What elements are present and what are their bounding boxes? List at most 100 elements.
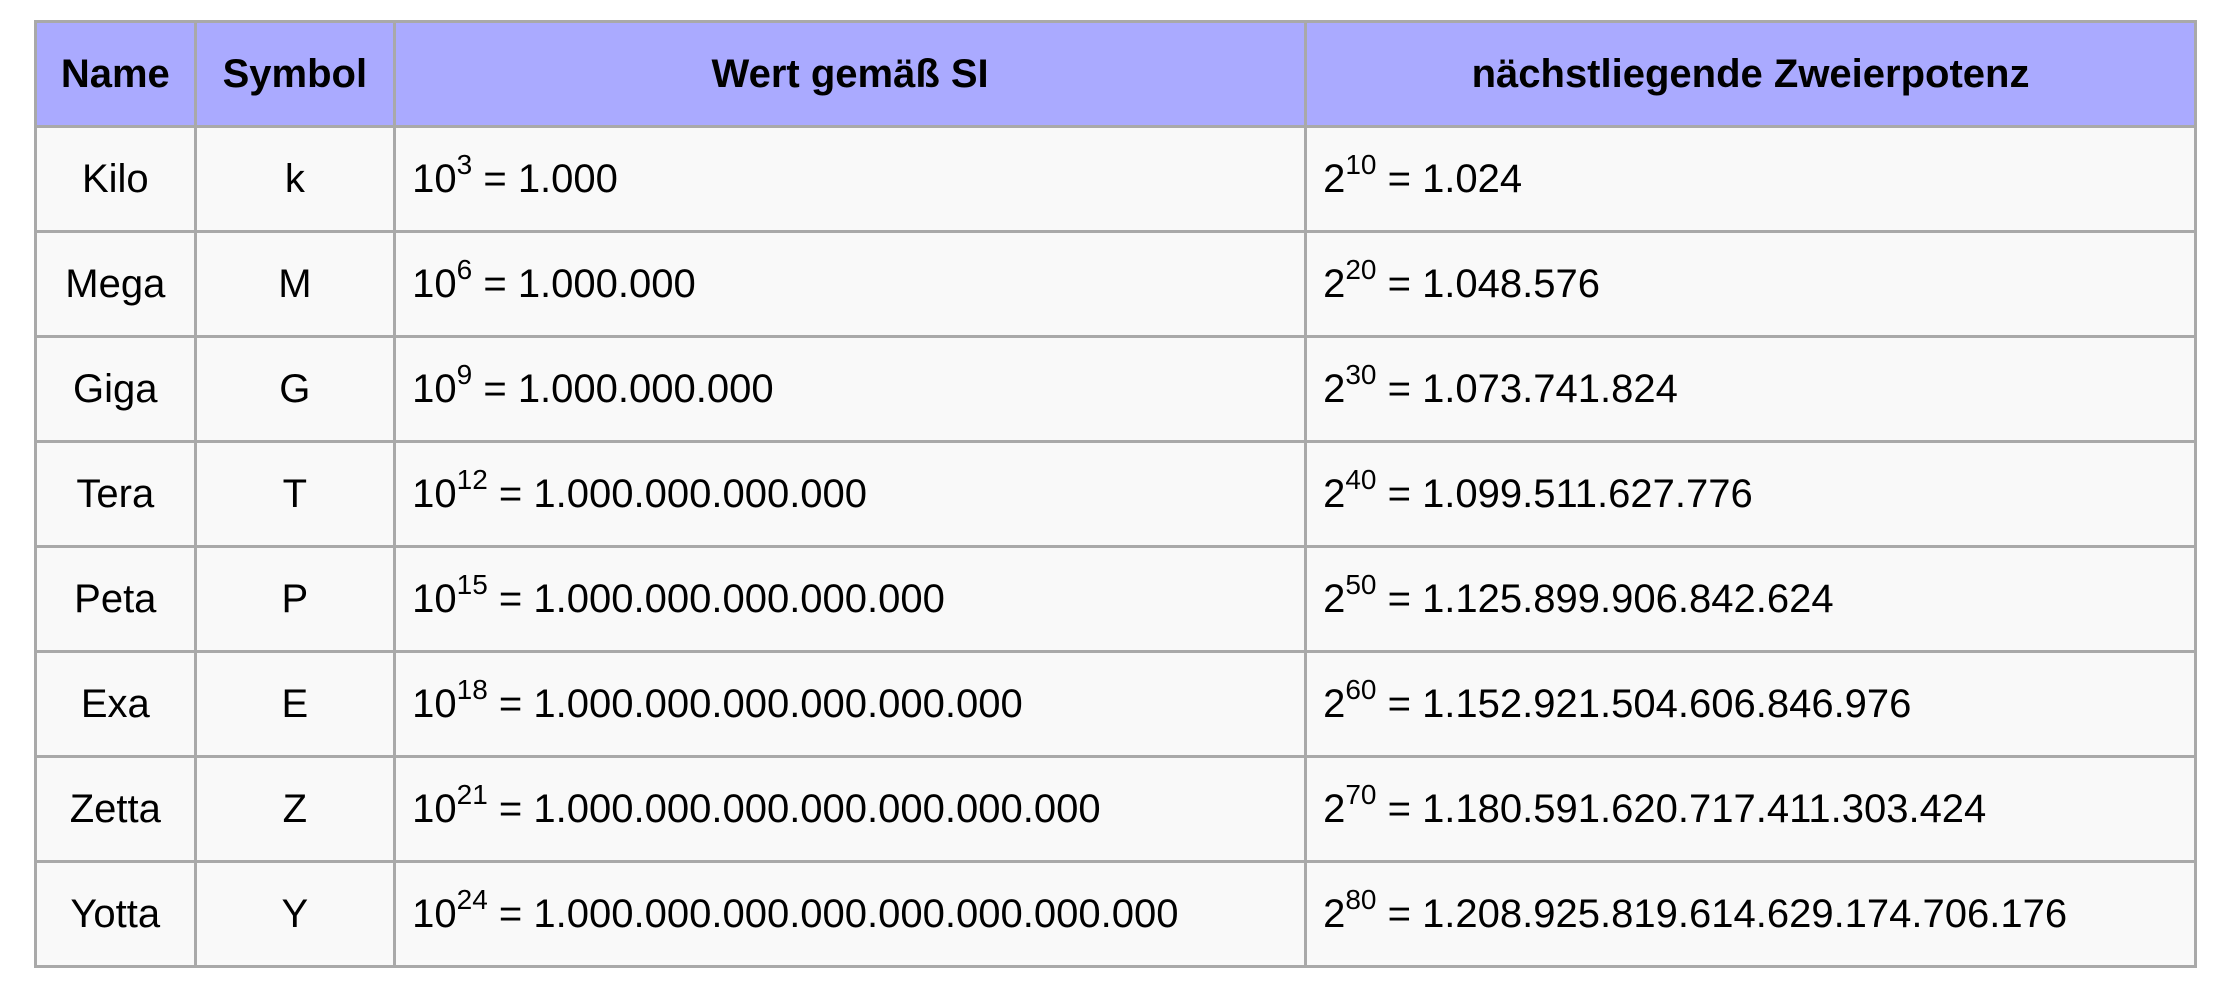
binary-base: 2 <box>1323 261 1346 306</box>
si-value-cell: 109 = 1.000.000.000 <box>393 335 1308 443</box>
table-row: Yotta Y 1024 = 1.000.000.000.000.000.000.0… <box>34 860 2197 968</box>
table-row: Mega M 106 = 1.000.000 220 = 1.048.576 <box>34 230 2197 338</box>
binary-result: 1.024 <box>1422 156 1523 201</box>
binary-base: 2 <box>1323 576 1346 621</box>
prefix-symbol: E <box>193 650 397 758</box>
si-base: 10 <box>412 681 457 726</box>
binary-exponent: 80 <box>1345 883 1377 915</box>
table-row: Kilo k 103 = 1.000 210 = 1.024 <box>34 125 2197 233</box>
binary-result: 1.073.741.824 <box>1422 366 1678 411</box>
si-exponent: 12 <box>456 463 488 495</box>
si-value-cell: 1015 = 1.000.000.000.000.000 <box>393 545 1308 653</box>
prefix-name-link[interactable]: Kilo <box>34 125 197 233</box>
binary-base: 2 <box>1323 156 1346 201</box>
binary-result: 1.125.899.906.842.624 <box>1422 576 1834 621</box>
binary-result: 1.208.925.819.614.629.174.706.176 <box>1422 891 2068 936</box>
prefix-symbol: T <box>193 440 397 548</box>
header-si-value: Wert gemäß SI <box>393 20 1308 128</box>
si-value-cell: 103 = 1.000 <box>393 125 1308 233</box>
si-value-cell: 106 = 1.000.000 <box>393 230 1308 338</box>
table-row: Giga G 109 = 1.000.000.000 230 = 1.073.741.… <box>34 335 2197 443</box>
si-result: 1.000.000 <box>517 261 696 306</box>
si-result: 1.000 <box>517 156 618 201</box>
binary-exponent: 30 <box>1345 358 1377 390</box>
si-result: 1.000.000.000.000.000.000.000 <box>533 786 1101 831</box>
si-value-cell: 1021 = 1.000.000.000.000.000.000.000 <box>393 755 1308 863</box>
si-exponent: 15 <box>456 568 488 600</box>
binary-value-cell: 240 = 1.099.511.627.776 <box>1304 440 2197 548</box>
header-name: Name <box>34 20 197 128</box>
binary-result: 1.152.921.504.606.846.976 <box>1422 681 1912 726</box>
binary-base: 2 <box>1323 786 1346 831</box>
si-exponent: 9 <box>456 358 473 390</box>
table-row: Exa E 1018 = 1.000.000.000.000.000.000 260 … <box>34 650 2197 758</box>
si-result: 1.000.000.000.000.000.000.000.000 <box>533 891 1179 936</box>
si-value-cell: 1018 = 1.000.000.000.000.000.000 <box>393 650 1308 758</box>
header-row: Name Symbol Wert gemäß SI nächstliegende… <box>34 20 2197 128</box>
si-value-cell: 1024 = 1.000.000.000.000.000.000.000.000 <box>393 860 1308 968</box>
si-base: 10 <box>412 366 457 411</box>
equals-sign: = <box>1376 156 1423 201</box>
header-binary-power: nächstliegende Zweierpotenz <box>1304 20 2197 128</box>
si-result: 1.000.000.000 <box>517 366 774 411</box>
equals-sign: = <box>487 576 534 621</box>
prefix-name-link[interactable]: Tera <box>34 440 197 548</box>
binary-value-cell: 260 = 1.152.921.504.606.846.976 <box>1304 650 2197 758</box>
binary-value-cell: 280 = 1.208.925.819.614.629.174.706.176 <box>1304 860 2197 968</box>
prefix-name-link[interactable]: Zetta <box>34 755 197 863</box>
prefix-symbol: k <box>193 125 397 233</box>
prefix-name-link[interactable]: Mega <box>34 230 197 338</box>
binary-result: 1.048.576 <box>1422 261 1601 306</box>
equals-sign: = <box>1376 261 1423 306</box>
equals-sign: = <box>1376 681 1423 726</box>
si-base: 10 <box>412 471 457 516</box>
binary-result: 1.099.511.627.776 <box>1422 471 1753 516</box>
si-exponent: 6 <box>456 253 473 285</box>
si-value-cell: 1012 = 1.000.000.000.000 <box>393 440 1308 548</box>
binary-result: 1.180.591.620.717.411.303.424 <box>1422 786 1987 831</box>
equals-sign: = <box>487 471 534 516</box>
si-exponent: 3 <box>456 148 473 180</box>
binary-base: 2 <box>1323 471 1346 516</box>
si-exponent: 21 <box>456 778 488 810</box>
si-result: 1.000.000.000.000.000.000 <box>533 681 1023 726</box>
si-base: 10 <box>412 891 457 936</box>
table-row: Tera T 1012 = 1.000.000.000.000 240 = 1.099… <box>34 440 2197 548</box>
binary-value-cell: 220 = 1.048.576 <box>1304 230 2197 338</box>
prefix-symbol: Y <box>193 860 397 968</box>
si-result: 1.000.000.000.000 <box>533 471 868 516</box>
equals-sign: = <box>487 891 534 936</box>
prefix-name-link[interactable]: Peta <box>34 545 197 653</box>
binary-exponent: 70 <box>1345 778 1377 810</box>
si-exponent: 18 <box>456 673 488 705</box>
prefix-name-link[interactable]: Exa <box>34 650 197 758</box>
equals-sign: = <box>1376 891 1423 936</box>
binary-value-cell: 270 = 1.180.591.620.717.411.303.424 <box>1304 755 2197 863</box>
table-row: Zetta Z 1021 = 1.000.000.000.000.000.000.0… <box>34 755 2197 863</box>
binary-value-cell: 250 = 1.125.899.906.842.624 <box>1304 545 2197 653</box>
binary-value-cell: 230 = 1.073.741.824 <box>1304 335 2197 443</box>
si-base: 10 <box>412 576 457 621</box>
equals-sign: = <box>487 681 534 726</box>
binary-exponent: 40 <box>1345 463 1377 495</box>
prefix-name-link[interactable]: Giga <box>34 335 197 443</box>
si-result: 1.000.000.000.000.000 <box>533 576 945 621</box>
prefix-symbol: G <box>193 335 397 443</box>
binary-base: 2 <box>1323 366 1346 411</box>
binary-exponent: 50 <box>1345 568 1377 600</box>
binary-exponent: 10 <box>1345 148 1377 180</box>
prefix-name-link[interactable]: Yotta <box>34 860 197 968</box>
binary-value-cell: 210 = 1.024 <box>1304 125 2197 233</box>
equals-sign: = <box>1376 786 1423 831</box>
table-row: Peta P 1015 = 1.000.000.000.000.000 250 = 1… <box>34 545 2197 653</box>
equals-sign: = <box>472 366 518 411</box>
binary-exponent: 20 <box>1345 253 1377 285</box>
equals-sign: = <box>1376 471 1423 516</box>
si-base: 10 <box>412 261 457 306</box>
equals-sign: = <box>1376 576 1423 621</box>
equals-sign: = <box>1376 366 1423 411</box>
si-prefix-table: Name Symbol Wert gemäß SI nächstliegende… <box>34 20 2197 968</box>
binary-base: 2 <box>1323 681 1346 726</box>
si-base: 10 <box>412 786 457 831</box>
prefix-symbol: P <box>193 545 397 653</box>
